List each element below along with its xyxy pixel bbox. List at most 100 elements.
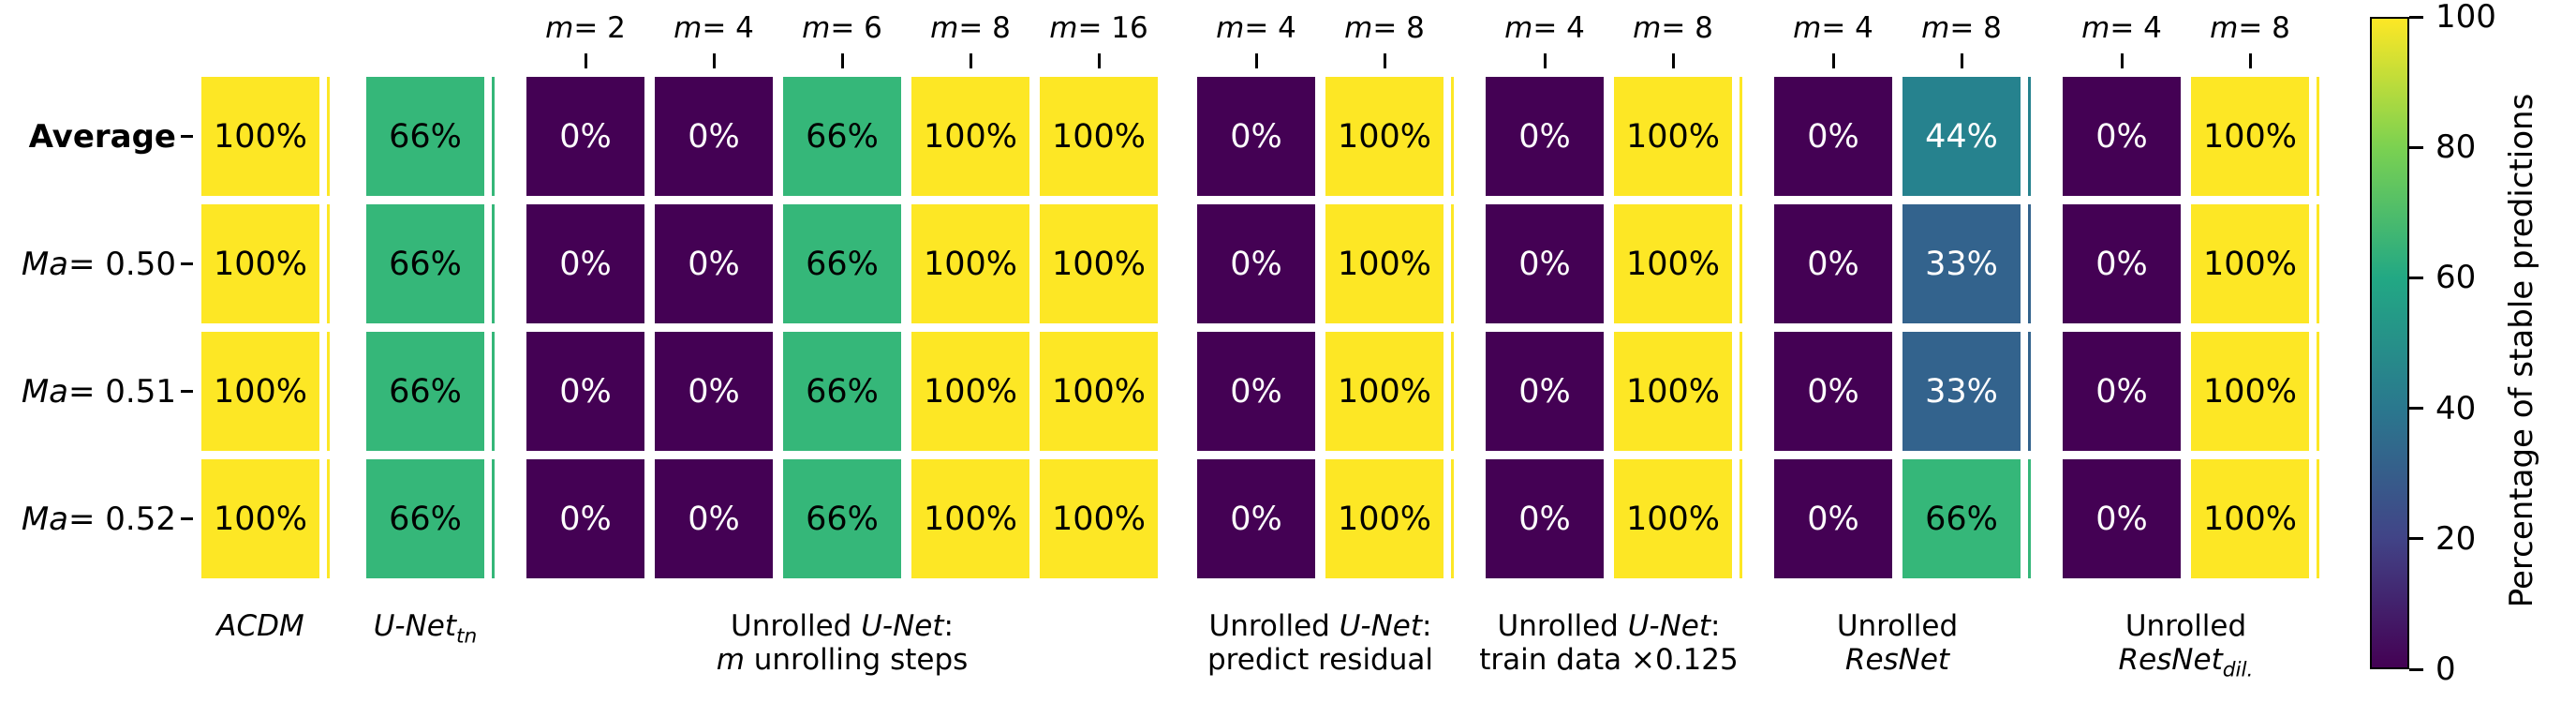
heatmap-cell: 0% [526, 204, 644, 323]
group-edge-strip [2028, 204, 2031, 323]
heatmap-cell: 0% [1486, 332, 1604, 451]
heatmap-cell: 100% [1614, 77, 1732, 196]
column-axis-tick [1543, 53, 1547, 68]
group-edge-strip [1740, 77, 1742, 196]
column-axis-tick [1671, 53, 1675, 68]
group-edge-strip [2028, 332, 2031, 451]
column-axis-tick [969, 53, 972, 68]
text-segment: Unrolled [1836, 609, 1959, 643]
column-header-unrolled-unet-steps-1: m = 4 [655, 7, 773, 45]
text-segment: m [1216, 11, 1245, 45]
heatmap-cell: 100% [2191, 204, 2309, 323]
text-segment: = 8 [1949, 11, 2002, 45]
heatmap-cell: 100% [1040, 332, 1158, 451]
group-label-line: ACDM [54, 609, 466, 643]
heatmap-cell: 100% [2191, 332, 2309, 451]
text-segment: = 6 [830, 11, 882, 45]
column-axis-tick [1383, 53, 1386, 68]
colorbar-tick-label: 100 [2435, 0, 2496, 36]
heatmap-cell: 100% [2191, 77, 2309, 196]
text-segment: = 8 [2238, 11, 2290, 45]
group-label-unrolled-unet-traindata: Unrolled U-Net: train data ×0.125 [1403, 609, 1815, 677]
colorbar-tick-label: 60 [2435, 259, 2477, 297]
text-segment: Average [28, 117, 176, 156]
heatmap-cell: 100% [911, 204, 1029, 323]
group-label-unet-tn: U-Nettn [219, 609, 631, 654]
group-edge-strip [327, 77, 330, 196]
text-segment: = 2 [573, 11, 626, 45]
group-label-line: Unrolled [1980, 609, 2392, 643]
text-segment: m [2081, 11, 2110, 45]
heatmap-cell: 100% [1040, 459, 1158, 578]
heatmap-cell: 0% [1486, 459, 1604, 578]
colorbar-label: Percentage of stable predictions [2503, 93, 2540, 608]
column-header-unrolled-resnet-1: m = 8 [1902, 7, 2021, 45]
group-edge-strip [492, 204, 495, 323]
text-segment: U-Net [1627, 609, 1711, 643]
text-segment: Unrolled [731, 609, 862, 643]
heatmap-cell: 66% [366, 459, 484, 578]
text-segment: predict residual [1207, 643, 1433, 677]
heatmap-cell: 100% [1040, 77, 1158, 196]
group-label-acdm: ACDM [54, 609, 466, 643]
group-label-unrolled-unet-residual: Unrolled U-Net: predict residual [1115, 609, 1527, 677]
column-header-unrolled-resnet-0: m = 4 [1774, 7, 1892, 45]
colorbar-tick [2409, 537, 2423, 541]
column-header-unrolled-unet-traindata-1: m = 8 [1614, 7, 1732, 45]
heatmap-cell: 100% [2191, 459, 2309, 578]
group-label-line: train data ×0.125 [1403, 643, 1815, 677]
column-axis-tick [2248, 53, 2252, 68]
heatmap-cell: 0% [1486, 204, 1604, 323]
heatmap-cell: 100% [911, 77, 1029, 196]
group-label-line: Unrolled [1692, 609, 2104, 643]
heatmap-cell: 0% [526, 77, 644, 196]
heatmap-cell: 66% [783, 77, 901, 196]
colorbar-tick [2409, 145, 2423, 149]
column-axis-tick [1254, 53, 1258, 68]
group-edge-strip [1451, 204, 1454, 323]
heatmap-cell: 0% [2063, 332, 2181, 451]
colorbar-tick-label: 20 [2435, 519, 2477, 558]
text-segment: = 4 [702, 11, 754, 45]
column-header-unrolled-unet-traindata-0: m = 4 [1486, 7, 1604, 45]
group-edge-strip [327, 204, 330, 323]
group-edge-strip [2317, 77, 2319, 196]
text-segment: = 0.52 [68, 500, 176, 538]
heatmap-cell: 33% [1902, 204, 2021, 323]
text-segment: = 4 [1532, 11, 1585, 45]
text-segment: = 8 [1661, 11, 1713, 45]
column-header-unrolled-unet-residual-0: m = 4 [1197, 7, 1315, 45]
heatmap-cell: 0% [1774, 332, 1892, 451]
text-segment: m [545, 11, 574, 45]
text-segment: m [2210, 11, 2239, 45]
colorbar-tick [2409, 15, 2423, 19]
heatmap-cell: 0% [655, 459, 773, 578]
group-edge-strip [1451, 77, 1454, 196]
group-label-line: Unrolled U-Net: [1403, 609, 1815, 643]
text-segment: = 0.51 [68, 372, 176, 411]
column-axis-tick [712, 53, 716, 68]
heatmap-cell: 100% [201, 459, 319, 578]
heatmap-cell: 100% [1614, 459, 1732, 578]
group-edge-strip [1740, 204, 1742, 323]
text-segment: = 16 [1077, 11, 1148, 45]
text-segment: m [1921, 11, 1950, 45]
text-segment: m [930, 11, 959, 45]
row-label-ma-0.52: Ma = 0.52 [0, 459, 176, 578]
column-axis-tick [584, 53, 587, 68]
column-axis-tick [840, 53, 844, 68]
heatmap-cell: 0% [655, 204, 773, 323]
group-edge-strip [327, 459, 330, 578]
text-segment: = 8 [1372, 11, 1425, 45]
heatmap-cell: 100% [201, 77, 319, 196]
colorbar-tick [2409, 407, 2423, 411]
text-segment: m [716, 643, 745, 677]
heatmap-cell: 100% [911, 459, 1029, 578]
heatmap-cell: 100% [1614, 332, 1732, 451]
text-segment: m [1793, 11, 1822, 45]
text-segment: unrolling steps [744, 643, 969, 677]
row-axis-tick [181, 262, 193, 265]
group-edge-strip [1451, 459, 1454, 578]
text-segment: m [1344, 11, 1373, 45]
row-label-ma-0.50: Ma = 0.50 [0, 204, 176, 323]
